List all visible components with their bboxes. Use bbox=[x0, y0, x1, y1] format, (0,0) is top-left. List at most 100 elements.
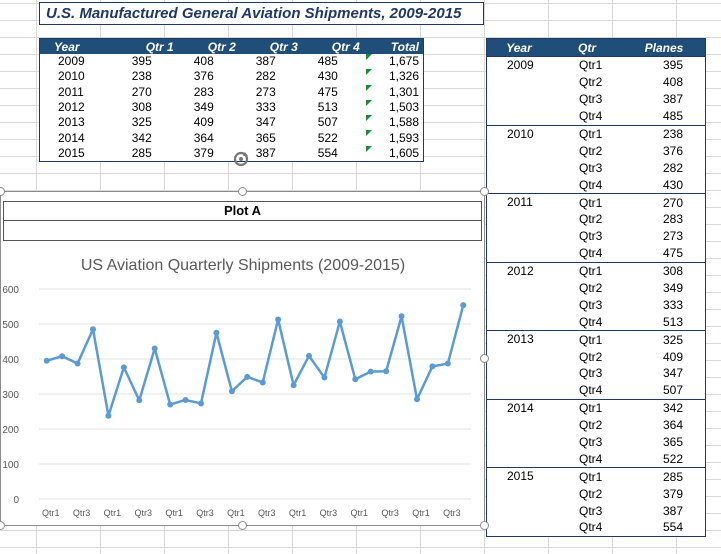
planes-cell[interactable]: 283 bbox=[662, 212, 683, 227]
planes-cell[interactable]: 325 bbox=[623, 330, 706, 349]
quarter-cell[interactable]: Qtr3 bbox=[579, 435, 603, 450]
total-cell[interactable]: 1,326 bbox=[364, 69, 424, 84]
resize-handle-bottom[interactable] bbox=[238, 521, 247, 530]
planes-cell[interactable]: 273 bbox=[662, 229, 683, 244]
planes-cell[interactable]: 387 bbox=[662, 503, 683, 518]
value-cell[interactable]: 507 bbox=[317, 115, 338, 130]
value-cell[interactable]: 475 bbox=[317, 84, 338, 99]
total-cell[interactable]: 1,301 bbox=[364, 84, 424, 100]
year-cell[interactable]: 2014 bbox=[58, 130, 85, 145]
year-cell[interactable]: 2010 bbox=[486, 124, 551, 194]
error-indicator-icon[interactable] bbox=[365, 54, 372, 60]
year-cell[interactable]: 2009 bbox=[58, 54, 85, 69]
year-cell[interactable]: 2011 bbox=[486, 193, 551, 263]
quarter-cell[interactable]: Qtr4 bbox=[579, 383, 603, 398]
total-cell[interactable]: 1,588 bbox=[364, 115, 424, 130]
planes-cell[interactable]: 507 bbox=[662, 383, 683, 398]
error-indicator-icon[interactable] bbox=[365, 84, 372, 91]
quarter-cell[interactable]: Qtr2 bbox=[579, 75, 603, 90]
quarter-cell[interactable]: Qtr3 bbox=[579, 366, 603, 381]
planes-cell[interactable]: 270 bbox=[623, 193, 706, 212]
planes-cell[interactable]: 522 bbox=[662, 451, 683, 466]
quarter-cell[interactable]: Qtr3 bbox=[579, 503, 603, 518]
planes-cell[interactable]: 333 bbox=[662, 297, 683, 312]
error-indicator-icon[interactable] bbox=[365, 145, 372, 152]
planes-cell[interactable]: 395 bbox=[623, 55, 706, 74]
year-cell[interactable]: 2015 bbox=[58, 145, 85, 160]
planes-cell[interactable]: 475 bbox=[662, 246, 683, 261]
value-cell[interactable]: 273 bbox=[255, 84, 276, 99]
planes-cell[interactable]: 513 bbox=[662, 314, 683, 329]
planes-cell[interactable]: 349 bbox=[662, 281, 683, 296]
value-cell[interactable]: 554 bbox=[317, 145, 338, 160]
year-cell[interactable]: 2011 bbox=[58, 84, 84, 99]
error-indicator-icon[interactable] bbox=[365, 115, 372, 122]
value-cell[interactable]: 347 bbox=[255, 115, 276, 130]
quarter-cell[interactable]: Qtr1 bbox=[551, 467, 623, 486]
quarter-cell[interactable]: Qtr2 bbox=[579, 486, 603, 501]
quarter-cell[interactable]: Qtr4 bbox=[579, 177, 603, 192]
value-cell[interactable]: 409 bbox=[193, 115, 214, 130]
quarter-cell[interactable]: Qtr4 bbox=[579, 451, 603, 466]
value-cell[interactable]: 333 bbox=[255, 100, 276, 115]
error-indicator-icon[interactable] bbox=[365, 99, 372, 106]
value-cell[interactable]: 342 bbox=[131, 130, 152, 145]
value-cell[interactable]: 308 bbox=[131, 100, 152, 115]
quarter-cell[interactable]: Qtr1 bbox=[551, 261, 623, 280]
value-cell[interactable]: 282 bbox=[255, 69, 276, 84]
value-cell[interactable]: 513 bbox=[317, 100, 338, 115]
resize-handle-bottom-right[interactable] bbox=[480, 521, 489, 530]
value-cell[interactable]: 485 bbox=[317, 54, 338, 69]
total-cell[interactable]: 1,593 bbox=[364, 130, 424, 145]
quarter-cell[interactable]: Qtr4 bbox=[579, 314, 603, 329]
planes-cell[interactable]: 376 bbox=[662, 143, 683, 158]
planes-cell[interactable]: 347 bbox=[662, 366, 683, 381]
planes-cell[interactable]: 342 bbox=[623, 398, 706, 417]
value-cell[interactable]: 364 bbox=[193, 130, 214, 145]
value-cell[interactable]: 238 bbox=[131, 69, 152, 84]
resize-handle-top-left[interactable] bbox=[0, 187, 5, 196]
year-cell[interactable]: 2009 bbox=[486, 56, 551, 126]
quarter-cell[interactable]: Qtr2 bbox=[579, 212, 603, 227]
quarter-cell[interactable]: Qtr4 bbox=[579, 109, 603, 124]
quarter-cell[interactable]: Qtr4 bbox=[579, 520, 603, 535]
quarter-cell[interactable]: Qtr3 bbox=[579, 92, 603, 107]
year-cell[interactable]: 2012 bbox=[58, 100, 85, 115]
value-cell[interactable]: 522 bbox=[317, 130, 338, 145]
year-cell[interactable]: 2014 bbox=[486, 398, 551, 468]
chart-object[interactable]: Plot A US Aviation Quarterly Shipments (… bbox=[0, 191, 485, 526]
error-indicator-icon[interactable] bbox=[365, 69, 372, 76]
value-cell[interactable]: 376 bbox=[193, 69, 214, 84]
quarter-cell[interactable]: Qtr2 bbox=[579, 281, 603, 296]
year-cell[interactable]: 2010 bbox=[58, 69, 85, 84]
value-cell[interactable]: 395 bbox=[131, 54, 152, 69]
resize-handle-right[interactable] bbox=[480, 354, 489, 363]
quarter-cell[interactable]: Qtr1 bbox=[551, 330, 623, 349]
error-indicator-icon[interactable] bbox=[365, 130, 372, 137]
total-cell[interactable]: 1,675 bbox=[364, 54, 424, 69]
total-cell[interactable]: 1,605 bbox=[364, 145, 424, 162]
resize-handle-bottom-left[interactable] bbox=[0, 521, 5, 530]
value-cell[interactable]: 270 bbox=[131, 84, 152, 99]
quarter-cell[interactable]: Qtr3 bbox=[579, 297, 603, 312]
value-cell[interactable]: 349 bbox=[193, 100, 214, 115]
quarter-cell[interactable]: Qtr3 bbox=[579, 229, 603, 244]
planes-cell[interactable]: 282 bbox=[662, 160, 683, 175]
planes-cell[interactable]: 387 bbox=[662, 92, 683, 107]
value-cell[interactable]: 387 bbox=[255, 54, 276, 69]
quarter-cell[interactable]: Qtr1 bbox=[551, 124, 623, 143]
quarter-cell[interactable]: Qtr1 bbox=[551, 55, 623, 74]
quarter-cell[interactable]: Qtr1 bbox=[551, 398, 623, 417]
quarter-cell[interactable]: Qtr3 bbox=[579, 160, 603, 175]
quarter-cell[interactable]: Qtr4 bbox=[579, 246, 603, 261]
value-cell[interactable]: 408 bbox=[193, 54, 214, 69]
value-cell[interactable]: 379 bbox=[193, 145, 214, 160]
planes-cell[interactable]: 408 bbox=[662, 75, 683, 90]
value-cell[interactable]: 365 bbox=[255, 130, 276, 145]
value-cell[interactable]: 325 bbox=[131, 115, 152, 130]
year-cell[interactable]: 2013 bbox=[486, 330, 551, 400]
quarter-cell[interactable]: Qtr2 bbox=[579, 349, 603, 364]
planes-cell[interactable]: 364 bbox=[662, 418, 683, 433]
planes-cell[interactable]: 308 bbox=[623, 261, 706, 280]
value-cell[interactable]: 430 bbox=[317, 69, 338, 84]
